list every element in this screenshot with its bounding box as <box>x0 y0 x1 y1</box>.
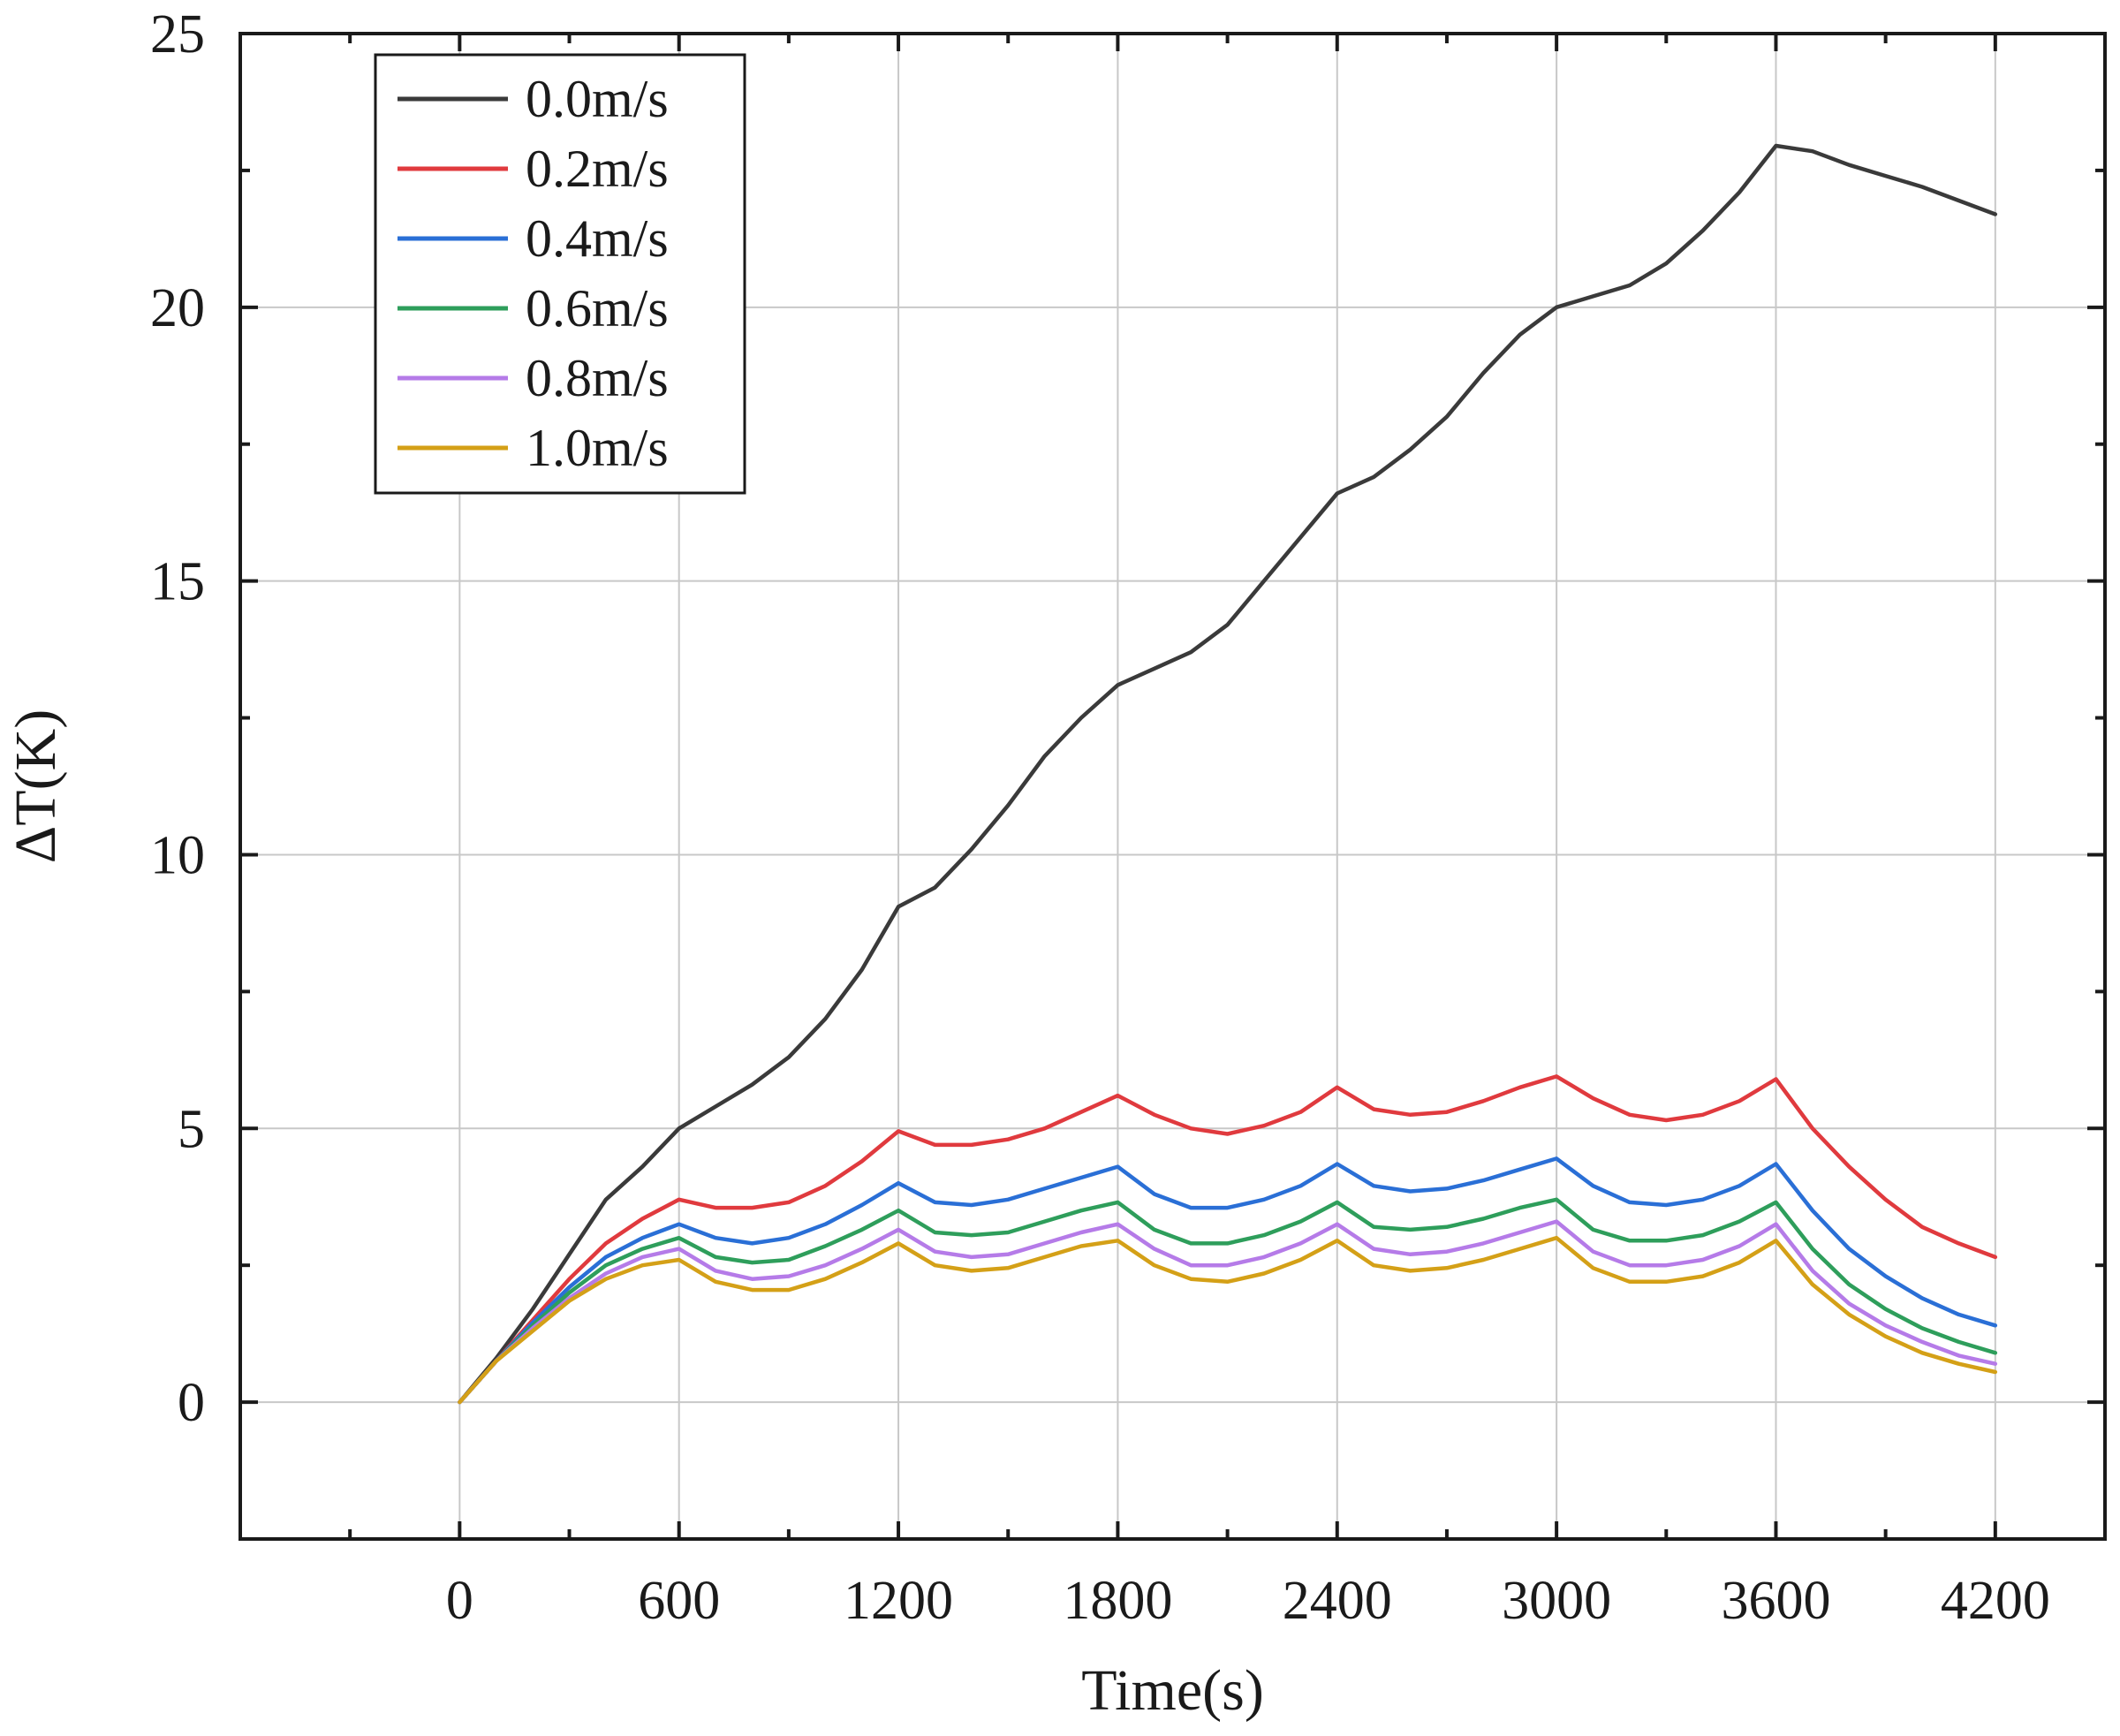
x-tick-label: 3000 <box>1502 1571 1611 1631</box>
series-lines <box>458 143 1998 1405</box>
legend-label: 0.4m/s <box>526 209 669 268</box>
legend-label: 0.2m/s <box>526 140 669 198</box>
series-line-0-6m-s <box>458 1197 1998 1405</box>
y-axis-title: ΔT(K) <box>4 709 68 863</box>
axis-ticks <box>240 32 2105 1539</box>
y-tick-label: 20 <box>150 278 205 338</box>
plot-frame <box>238 32 2107 1541</box>
legend-label: 0.0m/s <box>526 70 669 128</box>
x-tick-labels: 0 600 1200 1800 2400 3000 3600 4200 <box>446 1571 2050 1631</box>
series-line-0-0m-s <box>458 143 1998 1405</box>
legend-label: 0.8m/s <box>526 349 669 407</box>
legend-label: 0.6m/s <box>526 279 669 337</box>
x-axis-title: Time(s) <box>1081 1658 1264 1723</box>
y-tick-label: 25 <box>150 4 205 64</box>
y-tick-label: 0 <box>178 1373 205 1433</box>
legend-box <box>374 53 746 495</box>
x-tick-label: 1200 <box>844 1571 953 1631</box>
series-line-0-8m-s <box>458 1219 1998 1405</box>
y-tick-label: 10 <box>150 825 205 885</box>
x-tick-label: 2400 <box>1283 1571 1392 1631</box>
y-tick-label: 15 <box>150 552 205 612</box>
x-tick-label: 0 <box>446 1571 473 1631</box>
x-tick-label: 600 <box>638 1571 720 1631</box>
legend: 0.0m/s 0.2m/s 0.4m/s 0.6m/s 0.8m/s 1.0m/s <box>374 53 746 495</box>
series-line-0-2m-s <box>458 1074 1998 1405</box>
series-line-1-0m-s <box>458 1235 1998 1405</box>
x-tick-label: 3600 <box>1721 1571 1830 1631</box>
x-tick-label: 4200 <box>1941 1571 2050 1631</box>
series-line-0-4m-s <box>458 1156 1998 1405</box>
legend-label: 1.0m/s <box>526 419 669 477</box>
y-tick-labels: 0 5 10 15 20 25 <box>150 4 205 1433</box>
x-tick-label: 1800 <box>1063 1571 1172 1631</box>
y-tick-label: 5 <box>178 1099 205 1159</box>
